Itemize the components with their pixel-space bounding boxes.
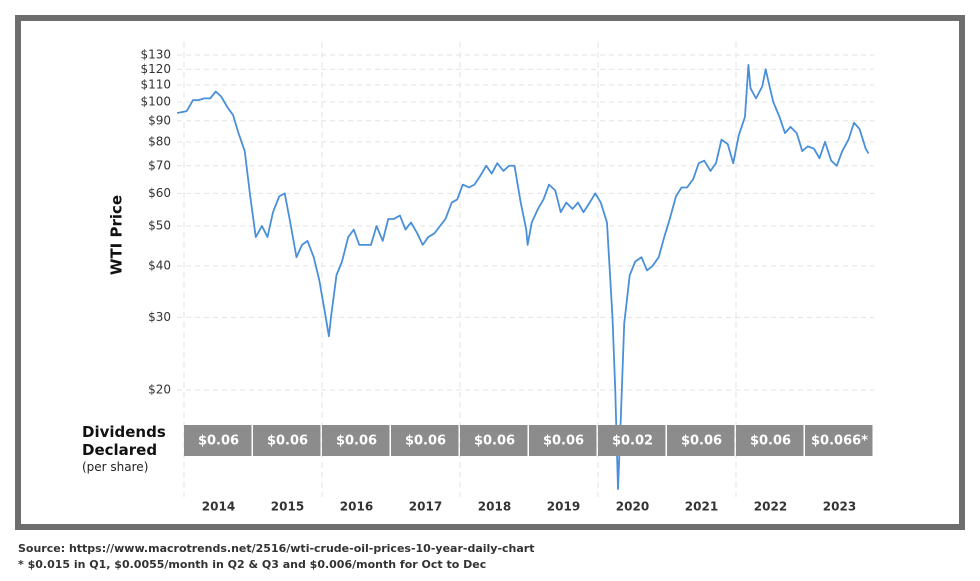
source: Source: https://www.macrotrends.net/2516… xyxy=(18,542,535,555)
dividend-box xyxy=(598,425,666,456)
dividend-box xyxy=(391,425,459,456)
y-tick-label: $60 xyxy=(148,186,171,200)
y-tick-label: $110 xyxy=(140,77,171,91)
dividend-box xyxy=(805,425,873,456)
price-line xyxy=(177,63,870,490)
dividend-label: $0.06 xyxy=(474,434,515,449)
x-tick-label: 2023 xyxy=(823,500,856,514)
dividend-label: $0.06 xyxy=(267,434,308,449)
line-group xyxy=(177,63,870,490)
dividend-label: $0.066* xyxy=(811,434,868,449)
y-tick-label: $90 xyxy=(148,113,171,127)
dividend-box xyxy=(736,425,804,456)
y-tick-label: $20 xyxy=(148,382,171,396)
y-tick-label: $40 xyxy=(148,258,171,272)
y-tick-label: $70 xyxy=(148,158,171,172)
y-tick-label: $100 xyxy=(140,94,171,108)
dividend-box xyxy=(529,425,597,456)
y-tick-label: $130 xyxy=(140,47,171,61)
x-tick-label: 2021 xyxy=(685,500,718,514)
dividend-box xyxy=(460,425,528,456)
x-tick-label: 2018 xyxy=(478,500,511,514)
x-tick-label: 2017 xyxy=(409,500,442,514)
x-tick-label: 2014 xyxy=(202,500,235,514)
dividend-label: $0.06 xyxy=(750,434,791,449)
y-tick-label: $120 xyxy=(140,62,171,76)
x-tick-label: 2020 xyxy=(616,500,649,514)
dividend-label: $0.06 xyxy=(405,434,446,449)
y-axis-label: WTI Price xyxy=(108,195,126,275)
x-tick-label: 2019 xyxy=(547,500,580,514)
x-tick-label: 2015 xyxy=(271,500,304,514)
dividend-label: $0.06 xyxy=(543,434,584,449)
dividend-box xyxy=(322,425,390,456)
dividend-box xyxy=(253,425,321,456)
dividends-title: Dividends Declared xyxy=(82,423,166,459)
dividend-label: $0.06 xyxy=(336,434,377,449)
y-tick-label: $50 xyxy=(148,218,171,232)
dividend-box xyxy=(667,425,735,456)
y-tick-label: $30 xyxy=(148,310,171,324)
x-tick-label: 2016 xyxy=(340,500,373,514)
x-tick-label: 2022 xyxy=(754,500,787,514)
dividends-subtitle: (per share) xyxy=(82,460,149,474)
dividend-label: $0.02 xyxy=(612,434,653,449)
y-tick-label: $80 xyxy=(148,134,171,148)
footnote: * $0.015 in Q1, $0.0055/month in Q2 & Q3… xyxy=(18,558,487,571)
dividend-box xyxy=(184,425,252,456)
dividend-label: $0.06 xyxy=(198,434,239,449)
dividend-label: $0.06 xyxy=(681,434,722,449)
